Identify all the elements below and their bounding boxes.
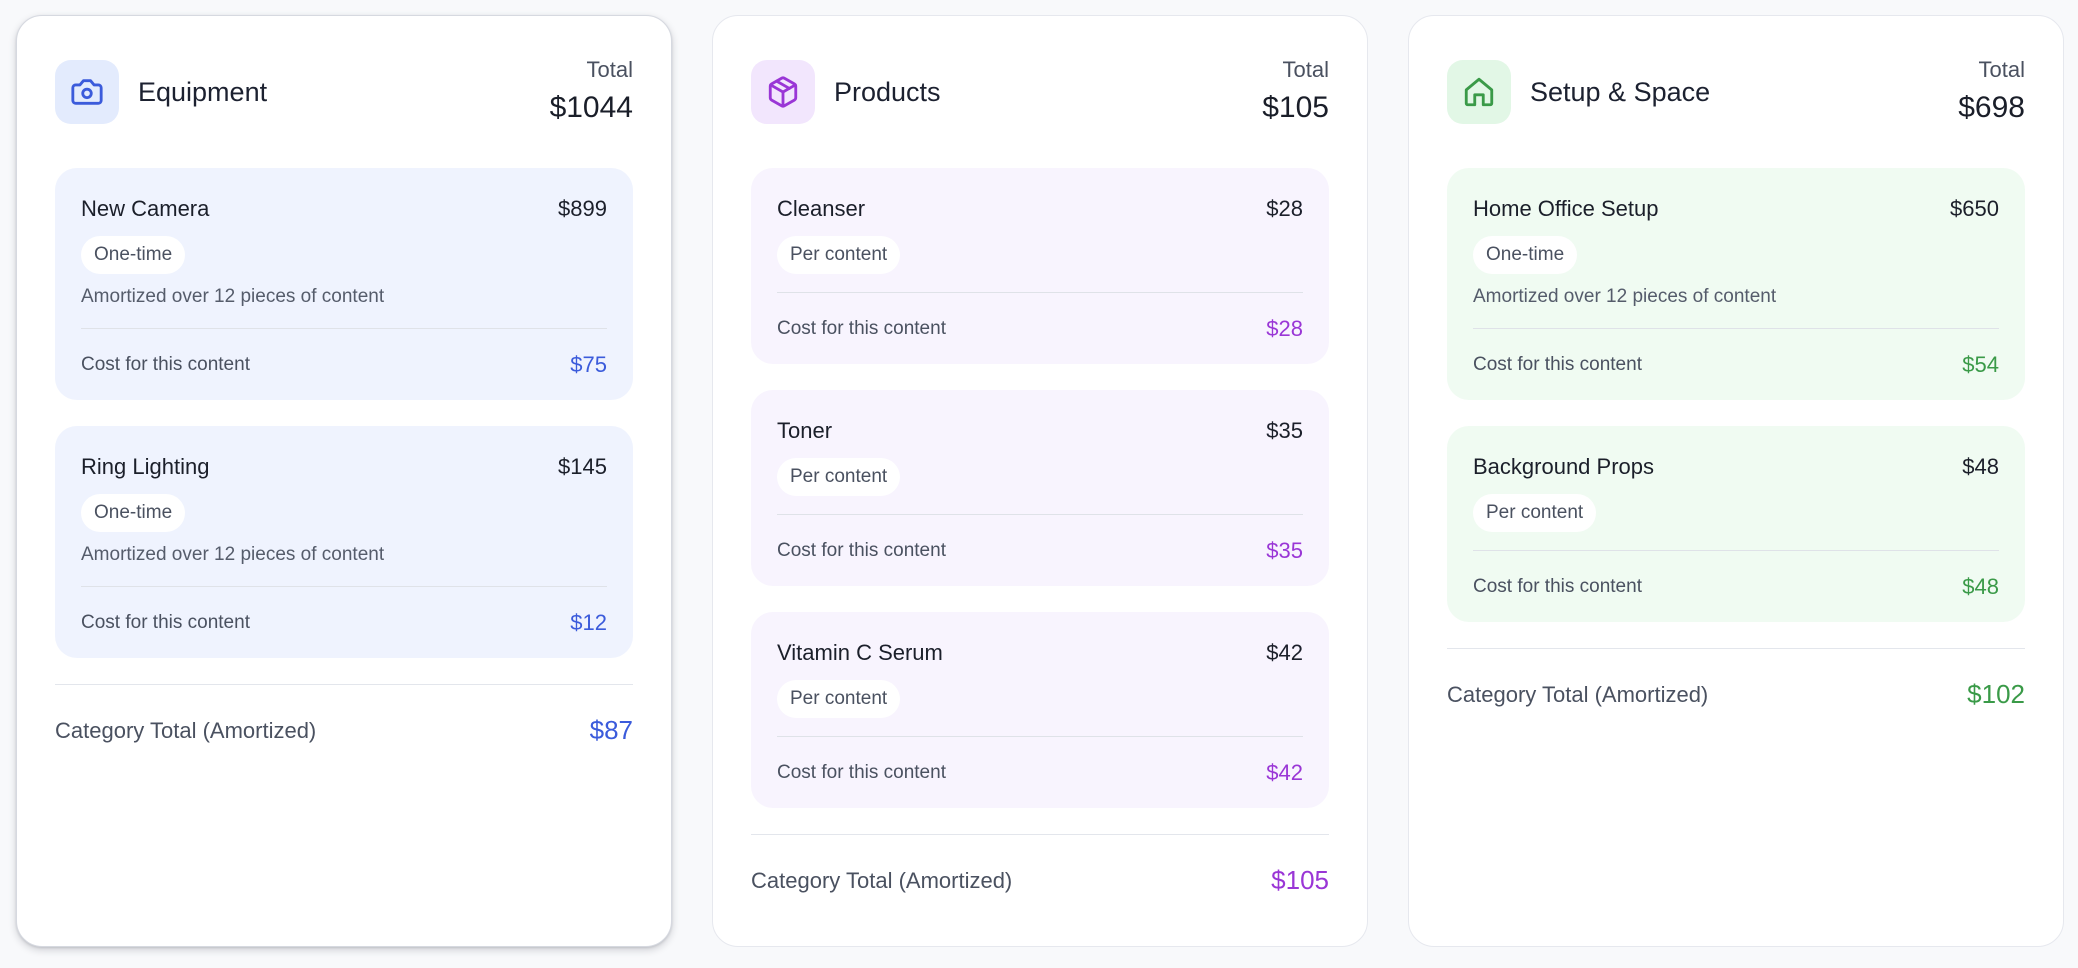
item-price: $650 bbox=[1950, 196, 1999, 221]
amortization-note: Amortized over 12 pieces of content bbox=[81, 544, 385, 565]
cost-label: Cost for this content bbox=[1473, 575, 1642, 597]
frequency-badge: Per content bbox=[777, 458, 901, 496]
cost-item[interactable]: Background Props $48 Per content Cost fo… bbox=[1447, 426, 2025, 622]
card-title: Products bbox=[834, 76, 941, 107]
cost-value: $54 bbox=[1962, 351, 1999, 377]
package-icon bbox=[768, 76, 798, 108]
cost-item[interactable]: Cleanser $28 Per content Cost for this c… bbox=[751, 168, 1329, 364]
total-block: Total $105 bbox=[1262, 56, 1329, 128]
cost-item[interactable]: Home Office Setup $650 One-time Amortize… bbox=[1447, 168, 2025, 400]
cost-label: Cost for this content bbox=[777, 317, 946, 339]
category-total: Category Total (Amortized) $102 bbox=[1447, 648, 2025, 740]
cost-label: Cost for this content bbox=[81, 353, 250, 375]
amortization-note: Amortized over 12 pieces of content bbox=[81, 286, 385, 307]
frequency-badge: One-time bbox=[81, 236, 186, 274]
category-total: Category Total (Amortized) $87 bbox=[55, 684, 633, 776]
item-price: $42 bbox=[1266, 640, 1303, 665]
cost-value: $75 bbox=[570, 351, 607, 377]
item-name: Ring Lighting bbox=[81, 454, 210, 479]
category-total-value: $105 bbox=[1271, 865, 1329, 895]
icon-tile bbox=[751, 60, 815, 124]
cost-label: Cost for this content bbox=[777, 539, 946, 561]
cost-value: $42 bbox=[1266, 759, 1303, 785]
item-name: Background Props bbox=[1473, 454, 1654, 479]
cost-item[interactable]: New Camera $899 One-time Amortized over … bbox=[55, 168, 633, 400]
home-icon bbox=[1464, 77, 1494, 107]
frequency-badge: One-time bbox=[81, 494, 186, 532]
category-total-label: Category Total (Amortized) bbox=[55, 717, 317, 743]
category-total-value: $87 bbox=[589, 715, 633, 745]
total-block: Total $698 bbox=[1958, 56, 2025, 128]
total-block: Total $1044 bbox=[550, 56, 633, 128]
category-total-label: Category Total (Amortized) bbox=[1447, 681, 1709, 707]
total-value: $698 bbox=[1958, 91, 2025, 124]
card-title: Setup & Space bbox=[1530, 76, 1711, 107]
frequency-badge: Per content bbox=[777, 236, 901, 274]
category-card-equipment[interactable]: Equipment Total $1044 New Camera $899 On… bbox=[16, 15, 672, 947]
total-value: $105 bbox=[1262, 91, 1329, 124]
frequency-badge: Per content bbox=[1473, 494, 1597, 532]
category-card-setup-space[interactable]: Setup & Space Total $698 Home Office Set… bbox=[1408, 15, 2064, 947]
total-value: $1044 bbox=[549, 91, 633, 124]
total-label: Total bbox=[1282, 57, 1329, 82]
item-price: $28 bbox=[1266, 196, 1303, 221]
item-name: Toner bbox=[777, 418, 833, 443]
item-price: $145 bbox=[558, 454, 607, 479]
total-label: Total bbox=[586, 57, 633, 82]
item-name: Vitamin C Serum bbox=[777, 640, 943, 665]
card-header: Products Total $105 bbox=[751, 57, 1329, 124]
cost-label: Cost for this content bbox=[81, 611, 250, 633]
item-price: $899 bbox=[558, 196, 607, 221]
cost-value: $12 bbox=[570, 609, 607, 635]
camera-icon bbox=[71, 79, 103, 105]
amortization-note: Amortized over 12 pieces of content bbox=[1473, 286, 1777, 307]
item-price: $48 bbox=[1962, 454, 1999, 479]
card-header: Setup & Space Total $698 bbox=[1447, 57, 2025, 124]
icon-tile bbox=[1447, 60, 1511, 124]
cost-value: $48 bbox=[1962, 573, 1999, 599]
cost-item[interactable]: Ring Lighting $145 One-time Amortized ov… bbox=[55, 426, 633, 658]
item-name: Cleanser bbox=[777, 196, 866, 221]
item-name: New Camera bbox=[81, 196, 210, 221]
frequency-badge: One-time bbox=[1473, 236, 1578, 274]
card-title: Equipment bbox=[138, 76, 268, 107]
category-card-products[interactable]: Products Total $105 Cleanser $28 Per con… bbox=[712, 15, 1368, 947]
total-label: Total bbox=[1978, 57, 2025, 82]
frequency-badge: Per content bbox=[777, 680, 901, 718]
cost-value: $28 bbox=[1266, 315, 1303, 341]
item-name: Home Office Setup bbox=[1473, 196, 1659, 221]
cost-value: $35 bbox=[1266, 537, 1303, 563]
card-header: Equipment Total $1044 bbox=[55, 57, 633, 124]
cost-label: Cost for this content bbox=[777, 761, 946, 783]
cost-label: Cost for this content bbox=[1473, 353, 1642, 375]
cost-item[interactable]: Toner $35 Per content Cost for this cont… bbox=[751, 390, 1329, 586]
category-total: Category Total (Amortized) $105 bbox=[751, 834, 1329, 926]
cost-item[interactable]: Vitamin C Serum $42 Per content Cost for… bbox=[751, 612, 1329, 808]
icon-tile bbox=[55, 60, 119, 124]
cost-board: Equipment Total $1044 New Camera $899 On… bbox=[16, 15, 2064, 947]
category-total-value: $102 bbox=[1967, 679, 2025, 709]
item-price: $35 bbox=[1266, 418, 1303, 443]
category-total-label: Category Total (Amortized) bbox=[751, 867, 1013, 893]
